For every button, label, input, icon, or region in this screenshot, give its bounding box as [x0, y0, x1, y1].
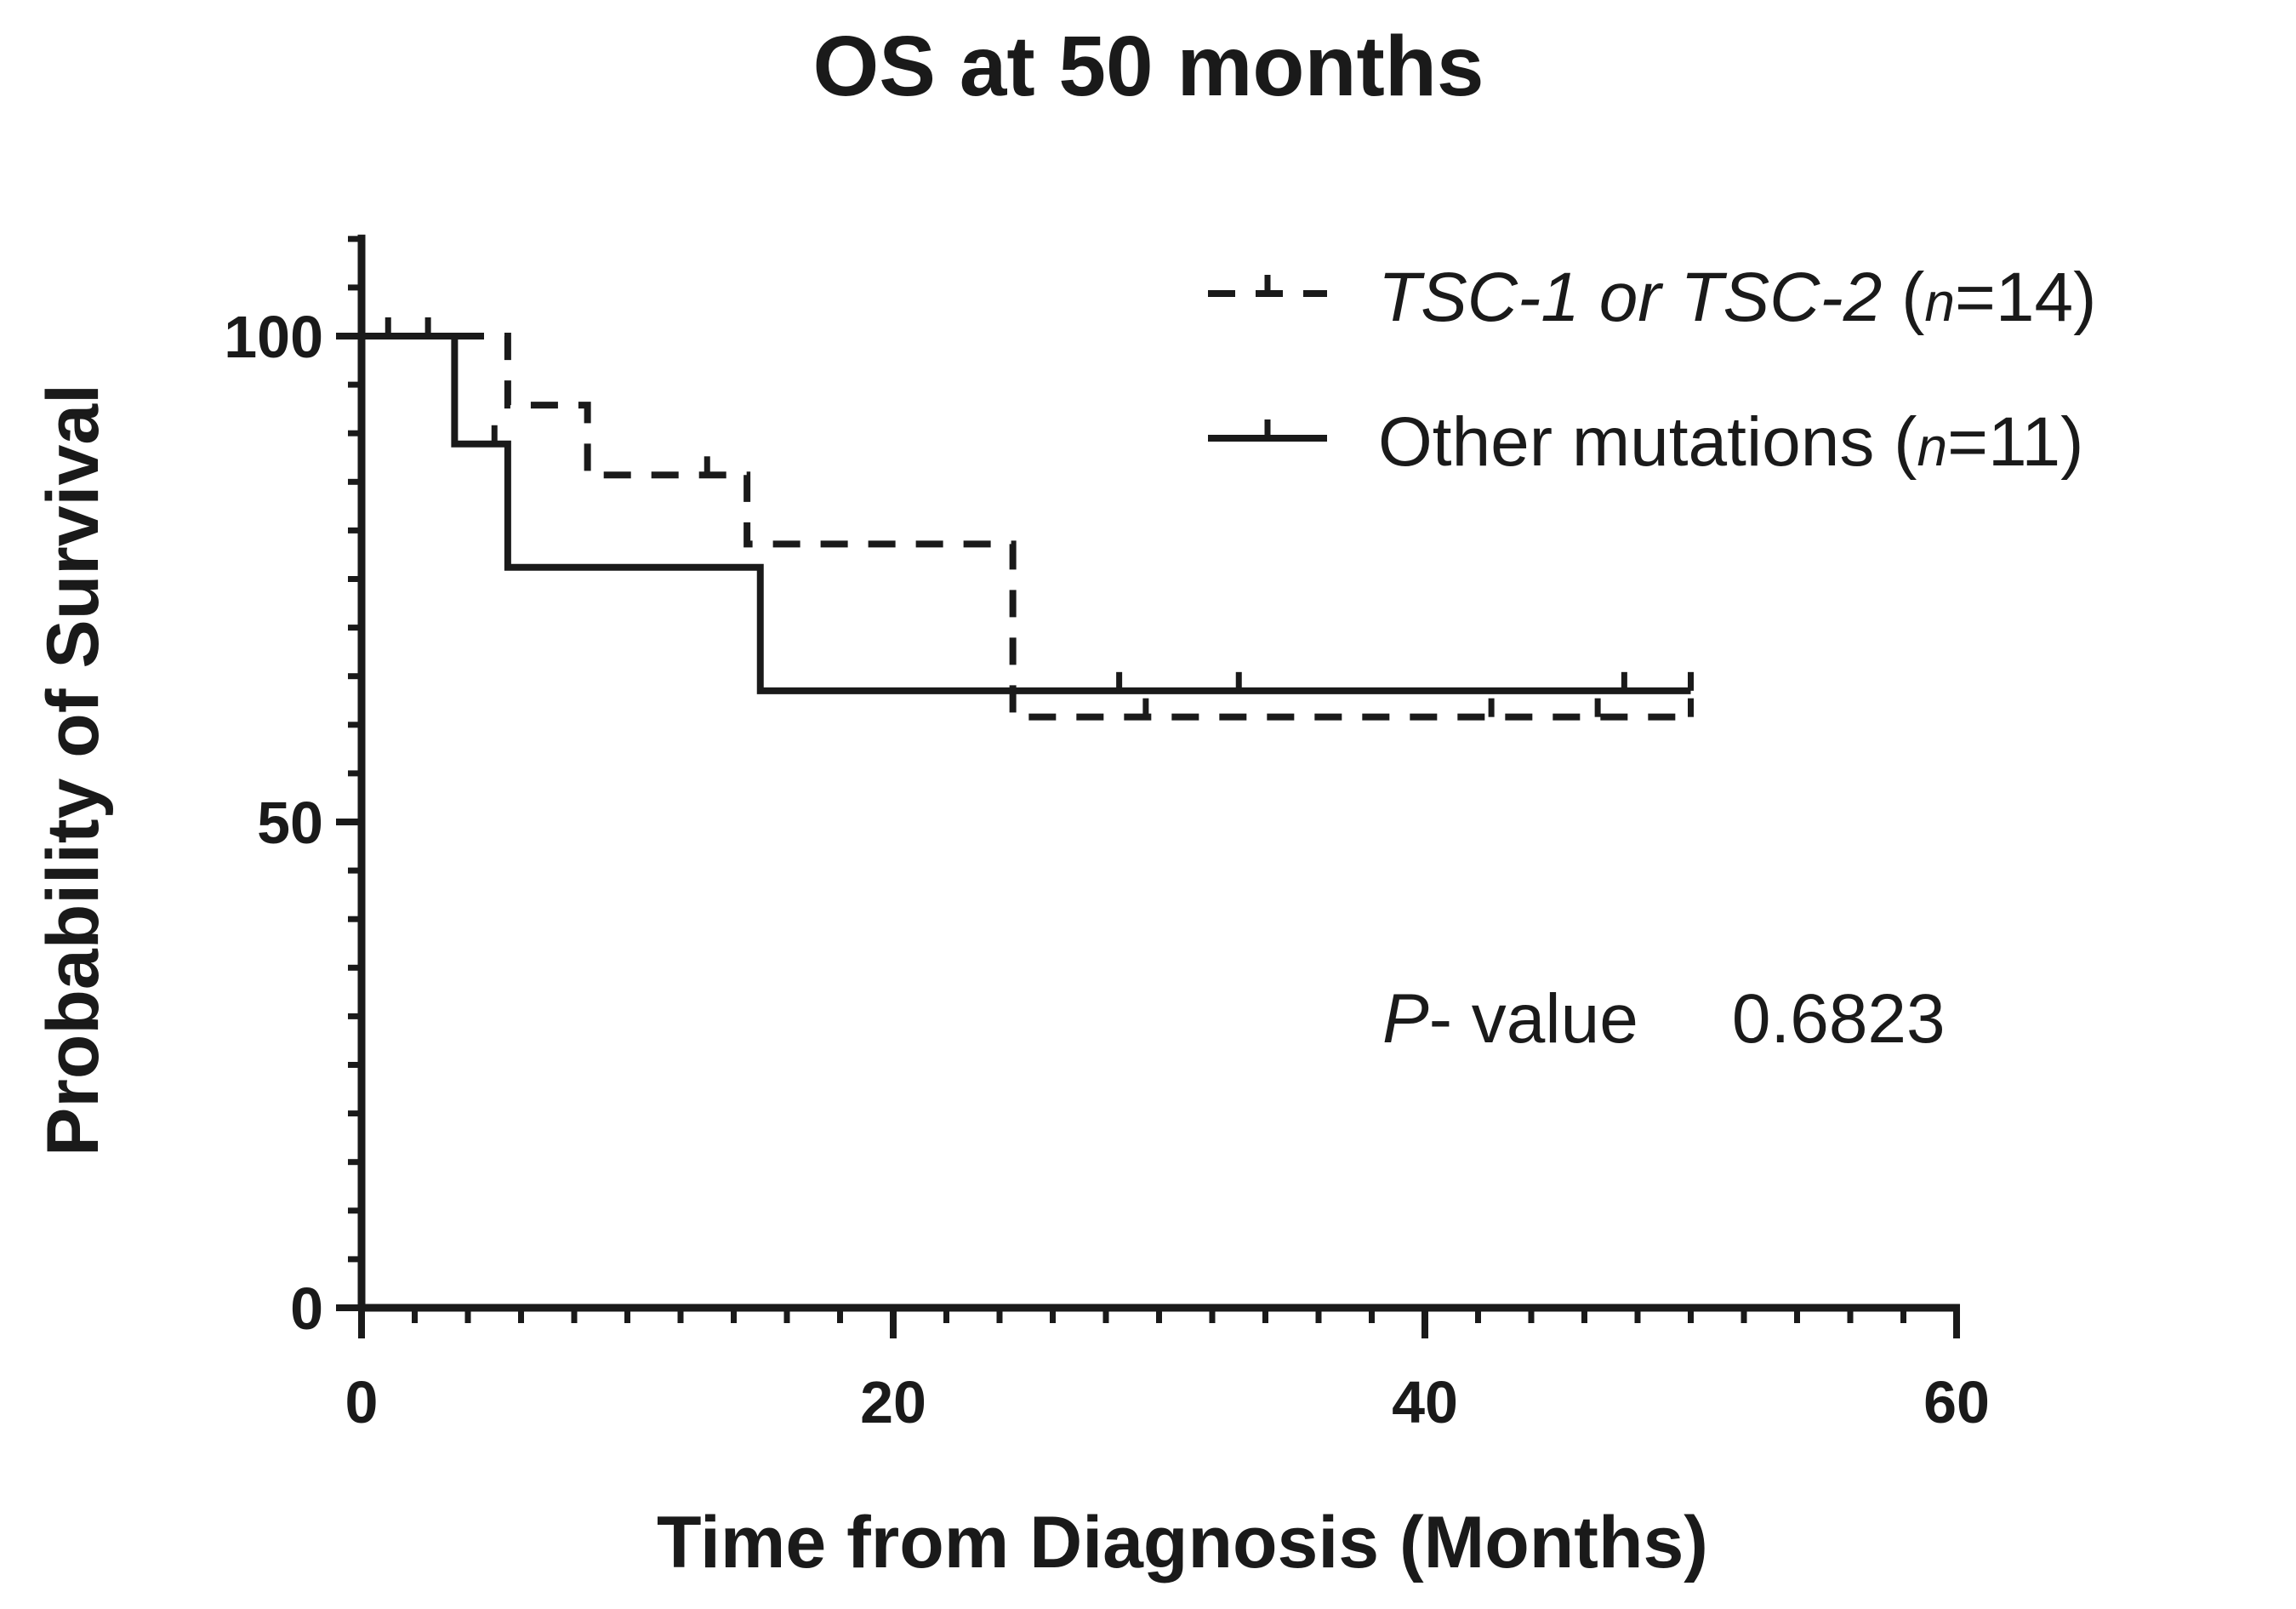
- p-value-p: P: [1382, 980, 1429, 1058]
- survival-curve-tsc: [362, 333, 1691, 721]
- y-tick-label: 100: [224, 304, 323, 370]
- legend-other-label: Other mutations (: [1378, 403, 1917, 481]
- legend-tsc-italic: TSC-1 or TSC-2: [1378, 259, 1882, 336]
- x-tick-label: 0: [345, 1369, 379, 1435]
- series-layer: [362, 317, 1694, 721]
- p-value-label: - value: [1429, 980, 1638, 1058]
- legend-swatch-tsc: [1208, 275, 1327, 297]
- legend-swatch-other: [1208, 419, 1327, 442]
- x-tick-label: 40: [1392, 1369, 1458, 1435]
- x-axis-label: Time from Diagnosis (Months): [657, 1502, 1708, 1583]
- axes: 0 50 100 0 20 40 60: [224, 234, 1990, 1435]
- legend-entry-other: Other mutations (n=11): [1378, 403, 2083, 481]
- y-tick-label: 0: [290, 1275, 323, 1342]
- x-tick-label: 20: [860, 1369, 926, 1435]
- legend-other-n: n: [1917, 416, 1947, 477]
- x-tick-label: 60: [1923, 1369, 1990, 1435]
- legend-tsc-n: n: [1924, 271, 1955, 333]
- p-value-number: 0.6823: [1732, 980, 1946, 1058]
- p-value-annotation: P- value 0.6823: [1382, 980, 1946, 1058]
- chart-title: OS at 50 months: [812, 19, 1484, 114]
- legend: TSC-1 or TSC-2 (n=14) Other mutations (n…: [1208, 259, 2096, 481]
- survival-curve-other: [362, 333, 1691, 694]
- y-axis-label: Probability of Survival: [32, 384, 114, 1156]
- legend-entry-tsc: TSC-1 or TSC-2 (n=14): [1378, 259, 2096, 336]
- y-tick-label: 50: [257, 790, 323, 856]
- legend-other-count: =11): [1947, 403, 2083, 481]
- legend-tsc-count: =14): [1955, 259, 2096, 336]
- legend-tsc-paren: (: [1882, 259, 1924, 336]
